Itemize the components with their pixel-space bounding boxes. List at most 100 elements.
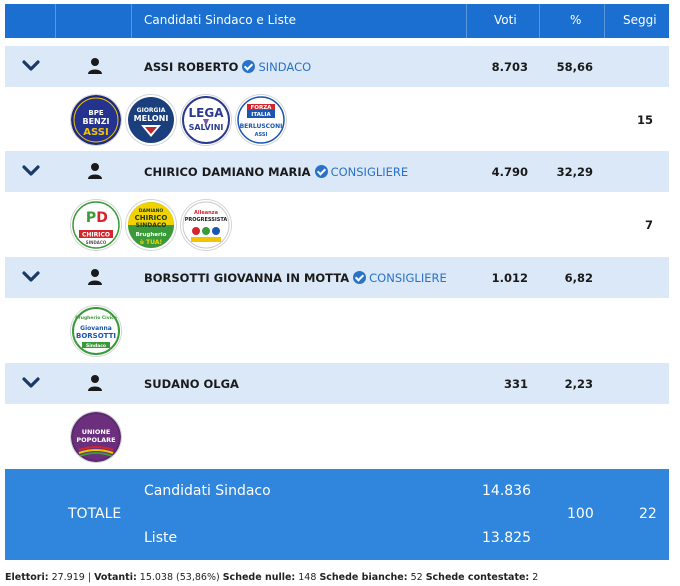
header-divider xyxy=(466,4,467,38)
svg-text:ASSI: ASSI xyxy=(83,127,108,138)
person-icon xyxy=(88,163,102,179)
unione-popolare-logo: UNIONE POPOLARE xyxy=(71,412,121,462)
totals-candidates-votes: 14.836 xyxy=(482,483,531,499)
candidate-name: ASSI ROBERTO SINDACO xyxy=(144,60,312,74)
svg-text:Brugherio Civica: Brugherio Civica xyxy=(75,315,117,321)
svg-text:UNIONE: UNIONE xyxy=(82,428,111,436)
verified-check-icon xyxy=(314,165,328,178)
table-header: Candidati Sindaco e Liste Voti % Seggi xyxy=(5,4,669,38)
candidate-name: SUDANO OLGA xyxy=(144,377,239,391)
electors-value: 27.919 xyxy=(51,572,85,583)
brugherio-civica-giovanna-borsotti-logo: Brugherio Civica Giovanna BORSOTTI Sinda… xyxy=(71,306,121,356)
electors-label: Elettori: xyxy=(5,572,49,583)
header-seats: Seggi xyxy=(623,13,657,27)
candidate-pct: 2,23 xyxy=(564,377,593,391)
blank-ballots-label: Schede bianche: xyxy=(319,572,408,583)
svg-text:P: P xyxy=(86,210,96,226)
svg-text:CHIRICO: CHIRICO xyxy=(135,214,168,222)
candidate-votes: 1.012 xyxy=(491,271,528,285)
svg-text:ITALIA: ITALIA xyxy=(251,112,271,118)
svg-text:Brugherio: Brugherio xyxy=(136,232,167,238)
svg-text:Alleanza: Alleanza xyxy=(194,210,218,216)
person-icon xyxy=(88,375,102,391)
svg-text:BENZI: BENZI xyxy=(82,117,109,126)
candidate-seats: 7 xyxy=(644,218,653,232)
svg-text:MELONI: MELONI xyxy=(134,114,169,123)
candidate-name: BORSOTTI GIOVANNA IN MOTTA CONSIGLIERE xyxy=(144,271,447,285)
giorgia-meloni-fratelli-d-italia-logo: GIORGIA MELONI xyxy=(126,95,176,145)
footer-stats: Elettori: 27.919 | Votanti: 15.038 (53,8… xyxy=(5,572,539,583)
contested-ballots-label: Schede contestate: xyxy=(425,572,530,583)
header-divider xyxy=(604,4,605,38)
candidate-votes: 331 xyxy=(503,377,528,391)
svg-text:PROGRESSISTA: PROGRESSISTA xyxy=(185,217,228,223)
header-divider xyxy=(539,4,540,38)
header-divider xyxy=(55,4,56,38)
pd-chirico-logo: P D CHIRICO SINDACO xyxy=(71,200,121,250)
svg-text:BERLUSCONI: BERLUSCONI xyxy=(240,123,283,130)
candidate-row[interactable]: BORSOTTI GIOVANNA IN MOTTA CONSIGLIERE 1.… xyxy=(5,257,669,298)
svg-text:è TUA!: è TUA! xyxy=(140,239,162,246)
candidate-seats: 15 xyxy=(636,113,653,127)
candidate-votes: 4.790 xyxy=(491,165,528,179)
contested-ballots-value: 2 xyxy=(532,572,539,583)
header-divider xyxy=(131,4,132,38)
list-row: Brugherio Civica Giovanna BORSOTTI Sinda… xyxy=(5,300,669,362)
forza-italia-berlusconi-logo: FORZA ITALIA BERLUSCONI ASSI xyxy=(236,95,286,145)
totals-block: TOTALE Candidati Sindaco 14.836 Liste 13… xyxy=(5,469,669,560)
candidate-row[interactable]: SUDANO OLGA 331 2,23 xyxy=(5,363,669,404)
null-ballots-label: Schede nulle: xyxy=(222,572,296,583)
candidate-pct: 32,29 xyxy=(556,165,593,179)
list-row: UNIONE POPOLARE xyxy=(5,406,669,468)
null-ballots-value: 148 xyxy=(298,572,317,583)
candidate-votes: 8.703 xyxy=(491,60,528,74)
svg-text:DAMIANO: DAMIANO xyxy=(139,208,164,214)
verified-check-icon xyxy=(242,60,256,73)
header-votes: Voti xyxy=(494,13,517,27)
chevron-down-icon[interactable] xyxy=(21,269,41,285)
svg-text:SINDACO: SINDACO xyxy=(136,222,167,229)
candidate-role: CONSIGLIERE xyxy=(369,271,447,285)
chevron-down-icon[interactable] xyxy=(21,58,41,74)
svg-text:POPOLARE: POPOLARE xyxy=(76,436,115,444)
totals-lists-label: Liste xyxy=(144,530,178,546)
candidate-pct: 6,82 xyxy=(564,271,593,285)
svg-text:LEGA: LEGA xyxy=(189,106,225,120)
header-pct: % xyxy=(570,13,582,27)
svg-text:Sindaco: Sindaco xyxy=(86,343,106,349)
candidate-role: SINDACO xyxy=(258,60,312,74)
svg-text:D: D xyxy=(96,210,108,226)
chevron-down-icon[interactable] xyxy=(21,375,41,391)
blank-ballots-value: 52 xyxy=(410,572,423,583)
list-row: BPE BENZI ASSI GIORGIA MELONI LEGA SALVI… xyxy=(5,89,669,151)
svg-text:GIORGIA: GIORGIA xyxy=(137,107,166,114)
totals-seats: 22 xyxy=(639,506,657,522)
svg-text:Giovanna: Giovanna xyxy=(80,325,112,332)
list-row: P D CHIRICO SINDACO DAMIANO CHIRICO SIND… xyxy=(5,194,669,256)
voters-label: Votanti: xyxy=(94,572,137,583)
chevron-down-icon[interactable] xyxy=(21,163,41,179)
svg-text:SALVINI: SALVINI xyxy=(189,123,224,132)
header-candidates: Candidati Sindaco e Liste xyxy=(144,13,296,27)
candidate-pct: 58,66 xyxy=(556,60,593,74)
totals-lists-votes: 13.825 xyxy=(482,530,531,546)
alleanza-progressista-logo: Alleanza PROGRESSISTA xyxy=(181,200,231,250)
person-icon xyxy=(88,269,102,285)
totals-pct: 100 xyxy=(567,506,594,522)
voters-value: 15.038 (53,86%) xyxy=(139,572,220,583)
candidate-name: CHIRICO DAMIANO MARIA CONSIGLIERE xyxy=(144,165,409,179)
candidate-row[interactable]: CHIRICO DAMIANO MARIA CONSIGLIERE 4.790 3… xyxy=(5,151,669,192)
totals-candidates-label: Candidati Sindaco xyxy=(144,483,271,499)
svg-text:ASSI: ASSI xyxy=(255,132,268,138)
candidate-role: CONSIGLIERE xyxy=(330,165,409,179)
damiano-chirico-sindaco-brugherio-e-tua-logo: DAMIANO CHIRICO SINDACO Brugherio è TUA! xyxy=(126,200,176,250)
totals-label: TOTALE xyxy=(68,506,122,522)
svg-text:BPE: BPE xyxy=(88,109,103,117)
svg-text:CHIRICO: CHIRICO xyxy=(82,232,110,239)
candidate-row[interactable]: ASSI ROBERTO SINDACO 8.703 58,66 xyxy=(5,46,669,87)
bpe-benzi-assi-logo: BPE BENZI ASSI xyxy=(71,95,121,145)
person-icon xyxy=(88,58,102,74)
svg-text:BORSOTTI: BORSOTTI xyxy=(76,332,116,340)
svg-text:SINDACO: SINDACO xyxy=(86,240,107,245)
verified-check-icon xyxy=(353,271,367,284)
